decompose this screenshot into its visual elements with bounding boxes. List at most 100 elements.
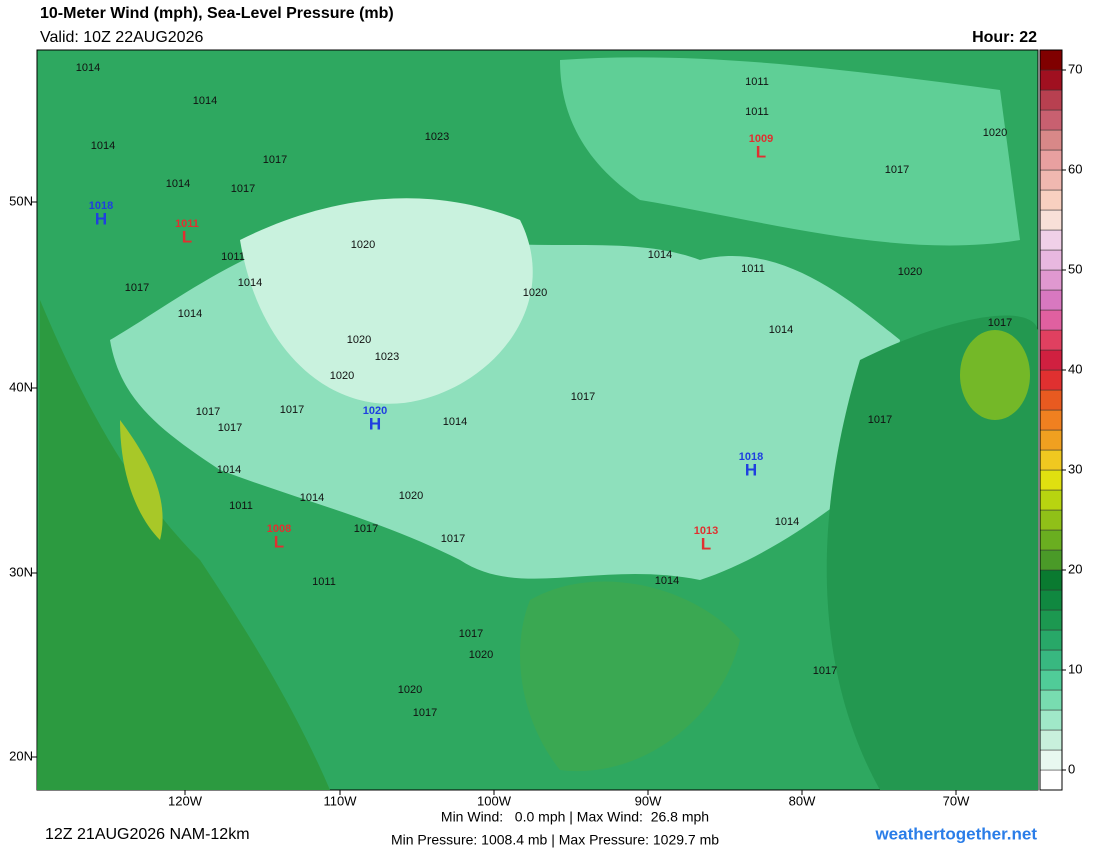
isobar-label: 1020 [898,266,922,278]
pressure-center-symbol: H [95,209,107,228]
pressure-center-symbol: L [701,534,711,553]
colorbar-bin [1039,769,1063,791]
pressure-center-value: 1013 [694,525,718,537]
isobar-label: 1017 [988,317,1012,329]
isobar-label: 1020 [523,287,547,299]
colorbar-bin [1039,349,1063,371]
isobar-label: 1017 [413,707,437,719]
isobar-label: 1017 [571,391,595,403]
colorbar-bin [1039,429,1063,451]
colorbar-bin [1039,729,1063,751]
pressure-stats: Min Pressure: 1008.4 mb | Max Pressure: … [391,832,719,848]
wind-max [960,330,1030,420]
colorbar-bin [1039,249,1063,271]
lat-label: 30N [9,564,33,579]
isobar-label: 1014 [91,140,115,152]
pressure-center-symbol: L [274,532,284,551]
colorbar-bin [1039,669,1063,691]
isobar-label: 1014 [443,416,467,428]
isobar-label: 1014 [166,178,190,190]
colorbar-bin [1039,589,1063,611]
colorbar-bin [1039,569,1063,591]
colorbar-bin [1039,109,1063,131]
isobar-label: 1020 [983,127,1007,139]
model-run: 12Z 21AUG2026 NAM-12km [45,826,250,843]
isobar-label: 1017 [885,164,909,176]
isobar-label: 1011 [745,106,769,118]
colorbar-bin [1039,629,1063,651]
colorbar-bin [1039,609,1063,631]
colorbar-label: 60 [1068,161,1082,176]
colorbar-bin [1039,529,1063,551]
isobar-label: 1023 [425,131,449,143]
pressure-center-value: 1018 [739,451,763,463]
map [36,49,1039,791]
colorbar-label: 10 [1068,661,1082,676]
site-name: weathertogether.net [874,824,1037,843]
colorbar-label: 30 [1068,461,1082,476]
colorbar-label: 40 [1068,361,1082,376]
colorbar-bin [1039,409,1063,431]
isobar-label: 1014 [655,575,679,587]
isobar-label: 1017 [813,665,837,677]
colorbar-bin [1039,189,1063,211]
valid-time: Valid: 10Z 22AUG2026 [40,29,203,46]
atlantic-region [826,315,1038,790]
isobar-label: 1017 [218,422,242,434]
isobar-label: 1020 [398,684,422,696]
colorbar-bin [1039,489,1063,511]
title: 10-Meter Wind (mph), Sea-Level Pressure … [40,5,394,22]
colorbar-bin [1039,449,1063,471]
isobar-label: 1014 [193,95,217,107]
colorbar-bin [1039,389,1063,411]
isobar-label: 1020 [351,239,375,251]
colorbar-bin [1039,649,1063,671]
pressure-center-value: 1008 [267,523,291,535]
gulf-region [520,581,740,772]
colorbar-bin [1039,49,1063,71]
isobar-label: 1017 [263,154,287,166]
isobar-label: 1017 [868,414,892,426]
lon-label: 110W [324,793,358,808]
canada-region [560,57,1020,246]
isobar-label: 1017 [354,523,378,535]
isobar-label: 1023 [375,351,399,363]
lon-label: 100W [477,793,512,808]
pacific-region [37,300,330,790]
colorbar-bin [1039,149,1063,171]
pressure-center-symbol: H [369,414,381,433]
lon-label: 70W [943,793,970,808]
pressure-center-value: 1020 [363,405,387,417]
pressure-center-value: 1018 [89,200,113,212]
pressure-center-symbol: H [745,460,757,479]
isobar-label: 1017 [196,406,220,418]
colorbar-label: 50 [1068,261,1082,276]
colorbar-bin [1039,129,1063,151]
colorbar-bin [1039,549,1063,571]
isobar-label: 1014 [217,464,241,476]
pressure-center-symbol: L [182,227,192,246]
isobar-label: 1020 [347,334,371,346]
colorbar-bin [1039,749,1063,771]
lat-label: 40N [9,379,33,394]
colorbar-bin [1039,509,1063,531]
isobar-label: 1011 [745,76,769,88]
wind-stats: Min Wind: 0.0 mph | Max Wind: 26.8 mph [441,809,709,825]
colorbar-bin [1039,329,1063,351]
isobar-label: 1017 [280,404,304,416]
colorbar-bin [1039,469,1063,491]
isobar-label: 1011 [229,500,253,512]
isobar-label: 1017 [459,628,483,640]
colorbar-bin [1039,209,1063,231]
isobar-label: 1020 [330,370,354,382]
lat-label: 50N [9,193,33,208]
lon-label: 90W [635,793,662,808]
land-lighter [240,198,533,404]
colorbar-bin [1039,169,1063,191]
lon-label: 120W [168,793,203,808]
colorbar-bin [1039,689,1063,711]
colorbar-bin [1039,89,1063,111]
isobar-label: 1014 [648,249,672,261]
lat-label: 20N [9,748,33,763]
